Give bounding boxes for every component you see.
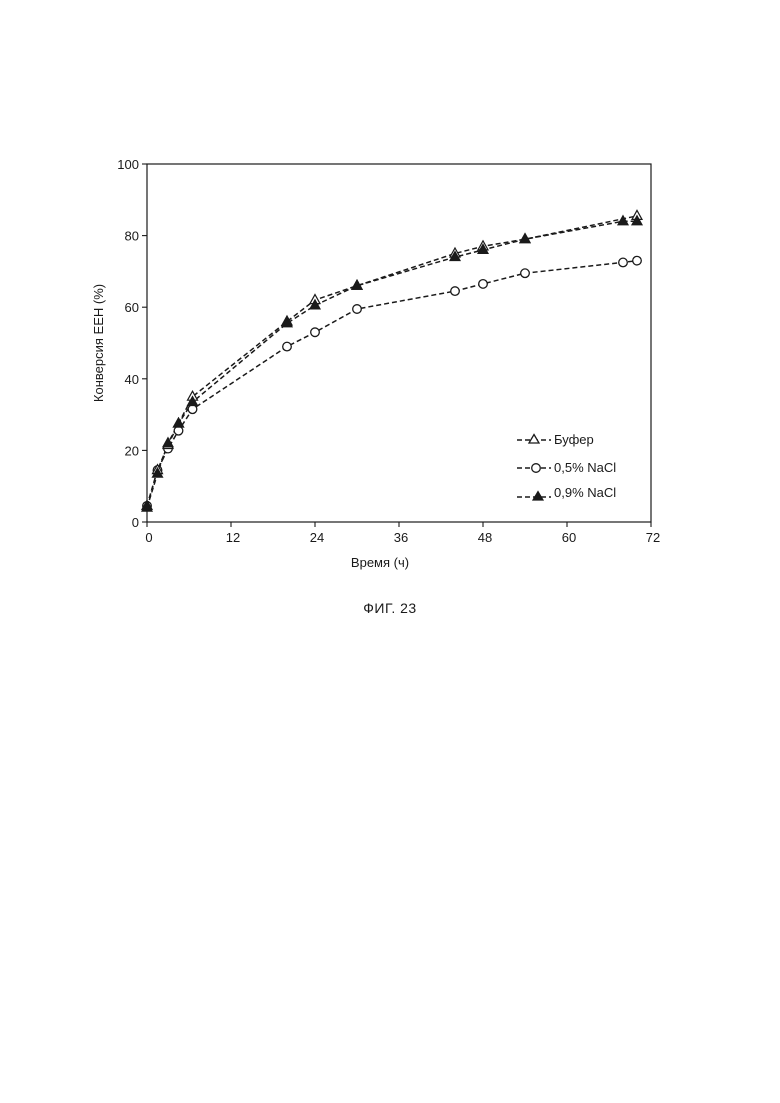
legend-label-buffer: Буфер	[554, 432, 594, 447]
legend-marker-nacl-09	[533, 492, 543, 501]
x-tick-label-4: 48	[478, 530, 492, 545]
point-nacl-05-10	[521, 269, 530, 278]
y-tick-label-2: 40	[125, 372, 139, 387]
y-tick-label-3: 60	[125, 300, 139, 315]
point-nacl-05-3	[174, 426, 183, 435]
legend-label-nacl-05: 0,5% NaCl	[554, 460, 616, 475]
point-nacl-05-6	[311, 328, 320, 337]
point-nacl-09-3	[174, 418, 184, 427]
legend-entry-buffer: Буфер	[517, 432, 594, 447]
y-tick-label-0: 0	[132, 515, 139, 530]
legend-entry-nacl-09: 0,9% NaCl	[517, 485, 616, 500]
point-nacl-05-8	[451, 287, 460, 296]
x-tick-label-2: 24	[310, 530, 324, 545]
y-axis-title: Конверсия ЕЕН (%)	[91, 284, 106, 402]
legend-marker-nacl-05	[532, 464, 541, 473]
x-tick-label-6: 72	[646, 530, 660, 545]
legend: Буфер 0,5% NaCl 0,9% NaCl	[517, 432, 616, 500]
point-nacl-09-11	[618, 216, 628, 225]
x-tick-label-5: 60	[562, 530, 576, 545]
point-nacl-05-5	[283, 342, 292, 351]
y-tick-label-5: 100	[117, 157, 139, 172]
point-nacl-05-4	[188, 405, 197, 414]
chart-figure: 0 12 24 36 48 60 72 0 20 40 60 80 100 Время (ч) Конв…	[0, 0, 780, 660]
x-tick-label-1: 12	[226, 530, 240, 545]
figure-caption: ФИГ. 23	[0, 600, 780, 616]
y-tick-label-4: 80	[125, 229, 139, 244]
x-tick-label-3: 36	[394, 530, 408, 545]
x-axis-title: Время (ч)	[351, 555, 409, 570]
legend-label-nacl-09: 0,9% NaCl	[554, 485, 616, 500]
point-nacl-05-9	[479, 280, 488, 289]
legend-entry-nacl-05: 0,5% NaCl	[517, 460, 616, 475]
legend-marker-buffer	[529, 435, 539, 444]
point-nacl-05-7	[353, 305, 362, 314]
chart-svg: 0 12 24 36 48 60 72 0 20 40 60 80 100 Время (ч) Конв…	[0, 0, 780, 660]
x-tick-label-0: 0	[145, 530, 152, 545]
y-tick-label-1: 20	[125, 443, 139, 458]
point-nacl-05-12	[633, 256, 642, 265]
point-nacl-05-11	[619, 258, 628, 267]
